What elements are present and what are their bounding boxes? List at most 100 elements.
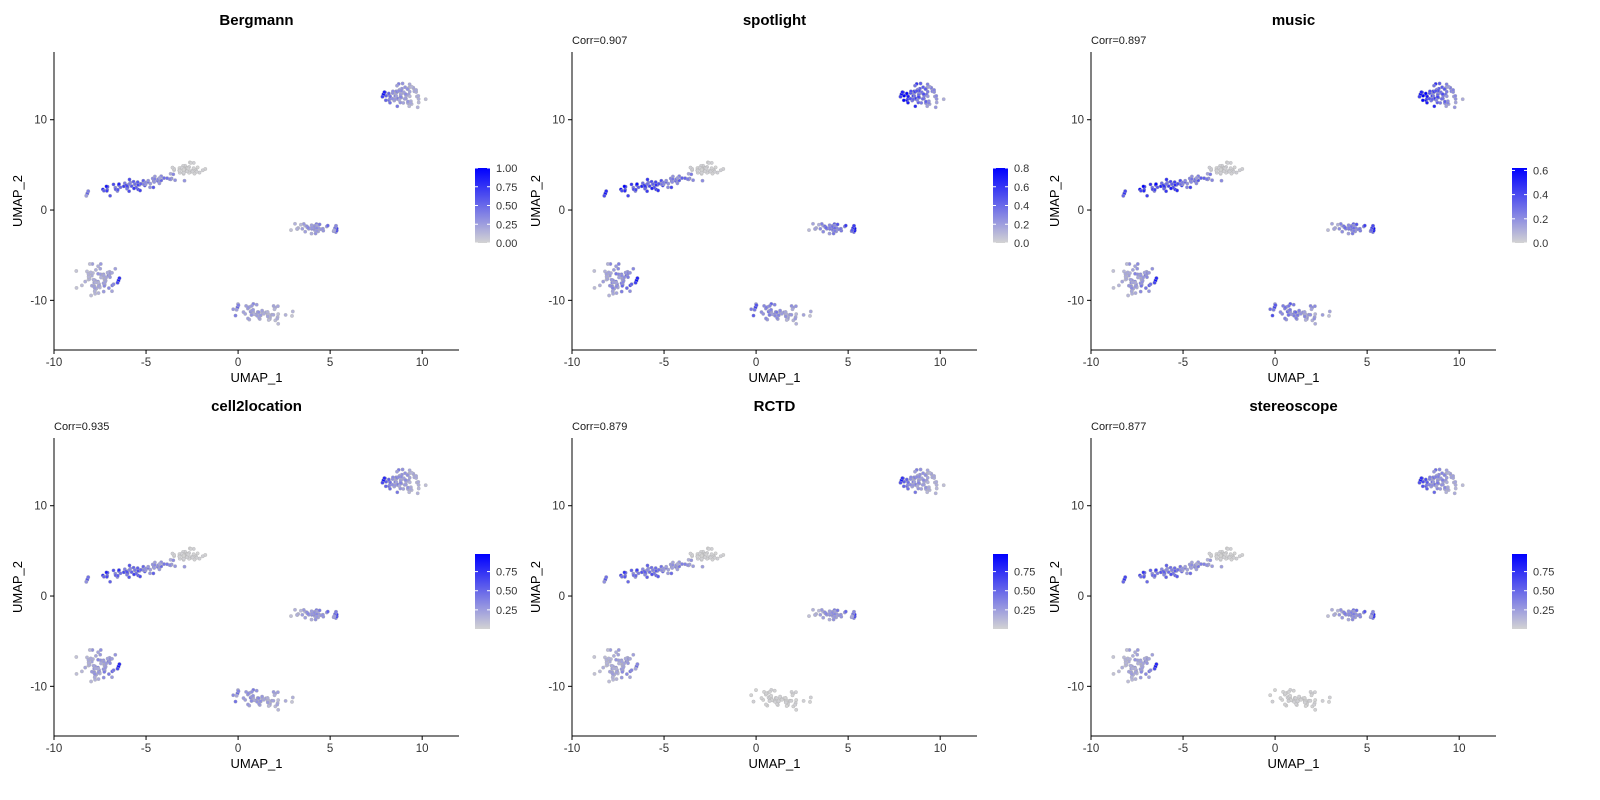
data-point	[617, 275, 621, 280]
data-point	[92, 289, 97, 294]
data-point	[83, 279, 88, 284]
x-axis-label: UMAP_1	[1267, 756, 1319, 771]
data-point	[1123, 189, 1128, 194]
data-point	[1308, 312, 1313, 317]
data-point	[619, 273, 624, 278]
data-point	[605, 648, 610, 652]
data-point	[1150, 266, 1155, 271]
data-point	[631, 652, 636, 657]
data-point	[96, 670, 101, 675]
data-point	[101, 675, 106, 680]
data-point	[276, 707, 281, 712]
data-point	[633, 573, 638, 578]
data-point	[835, 222, 840, 227]
data-point	[1148, 182, 1153, 187]
colorbar-label: 0.75	[496, 182, 517, 194]
data-point	[934, 94, 939, 98]
data-point	[1425, 480, 1430, 485]
data-point	[1442, 473, 1447, 477]
data-point	[1183, 178, 1188, 183]
data-point	[1175, 188, 1179, 193]
y-tick-label: 10	[552, 115, 565, 127]
data-point	[1228, 166, 1233, 171]
x-tick-label: 10	[416, 743, 429, 755]
x-tick-label: -5	[141, 357, 151, 369]
data-point	[1354, 608, 1359, 613]
data-point	[832, 228, 837, 233]
data-point	[773, 699, 777, 704]
data-point	[631, 266, 636, 271]
data-point	[1129, 286, 1134, 290]
data-point	[1139, 574, 1143, 579]
data-point	[414, 88, 418, 92]
data-point	[904, 91, 909, 96]
data-point	[398, 95, 403, 99]
x-tick-label: 10	[416, 357, 429, 369]
umap-panel: Bergmann -10 -5 0 5 10 -10 0 10 UMAP_1 UMAP_2 0.00 0…	[10, 12, 517, 385]
data-point	[300, 226, 305, 231]
data-point	[108, 579, 112, 584]
data-point	[683, 176, 687, 181]
data-point	[1228, 552, 1233, 557]
data-point	[400, 467, 405, 472]
data-point	[84, 579, 89, 584]
data-point	[764, 702, 768, 707]
data-point	[1210, 178, 1214, 183]
data-point	[691, 178, 695, 183]
data-point	[1417, 94, 1422, 99]
panel-title: Bergmann	[219, 12, 293, 29]
data-point	[653, 566, 658, 570]
data-point	[629, 282, 634, 287]
data-point	[1124, 648, 1129, 652]
data-point	[148, 185, 152, 190]
data-point	[710, 557, 715, 562]
colorbar-label: 0.8	[1014, 163, 1029, 175]
data-point	[1273, 303, 1278, 308]
data-point	[1439, 97, 1444, 101]
data-point	[656, 188, 660, 193]
data-point	[380, 480, 385, 485]
data-point	[808, 314, 812, 318]
data-point	[276, 312, 281, 316]
data-point	[669, 185, 674, 190]
data-point	[1303, 704, 1308, 708]
data-point	[303, 229, 308, 234]
data-point	[405, 87, 410, 91]
data-point	[683, 562, 687, 567]
colorbar	[993, 168, 1008, 243]
data-point	[918, 81, 923, 86]
data-point	[283, 313, 288, 317]
data-point	[276, 321, 281, 326]
data-point	[808, 700, 812, 704]
data-point	[617, 661, 621, 666]
data-point	[157, 181, 162, 186]
data-point	[1445, 101, 1450, 105]
data-point	[925, 468, 930, 473]
data-point	[1444, 104, 1449, 109]
x-axis-label: UMAP_1	[748, 756, 800, 771]
data-point	[1297, 694, 1301, 699]
data-point	[99, 661, 103, 666]
colorbar-label: 0.4	[1533, 190, 1548, 202]
data-point	[1183, 564, 1188, 569]
data-point	[249, 313, 254, 317]
data-point	[103, 280, 107, 285]
data-point	[628, 289, 632, 294]
data-point	[127, 575, 131, 580]
data-point	[908, 96, 913, 101]
data-point	[838, 613, 843, 617]
data-point	[769, 307, 773, 312]
y-tick-label: 0	[1078, 591, 1084, 603]
y-tick-label: 10	[1071, 115, 1084, 127]
data-point	[1332, 613, 1336, 617]
data-point	[628, 656, 632, 661]
data-point	[1136, 661, 1140, 666]
data-point	[88, 270, 93, 275]
data-point	[832, 614, 837, 619]
data-point	[598, 669, 602, 674]
data-point	[629, 668, 634, 673]
data-point	[1419, 476, 1424, 481]
data-point	[1229, 557, 1234, 562]
data-point	[808, 695, 813, 700]
data-point	[290, 700, 294, 704]
